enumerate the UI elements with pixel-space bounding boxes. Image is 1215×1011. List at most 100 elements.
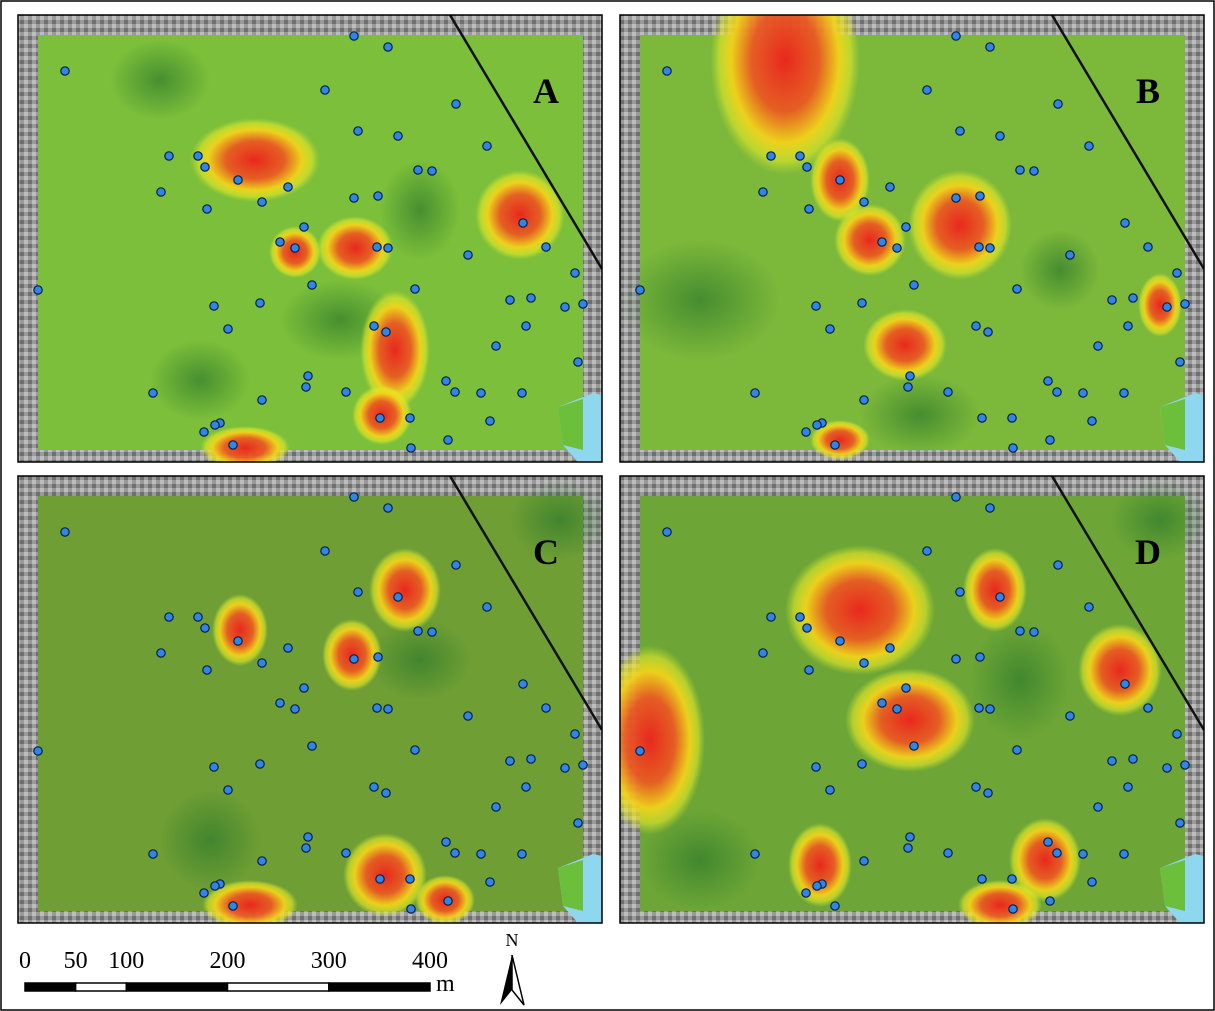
sample-point [492, 342, 500, 350]
sample-point [561, 303, 569, 311]
sample-point [952, 655, 960, 663]
sample-point [486, 417, 494, 425]
sample-point [342, 388, 350, 396]
sample-point [986, 244, 994, 252]
sample-point [986, 705, 994, 713]
sample-point [350, 493, 358, 501]
sample-point [1163, 764, 1171, 772]
sample-point [258, 857, 266, 865]
hotspot [343, 833, 427, 917]
sample-point [1181, 761, 1189, 769]
sample-point [805, 666, 813, 674]
sample-point [522, 783, 530, 791]
sample-point [1088, 878, 1096, 886]
sample-point [906, 372, 914, 380]
sample-point [464, 251, 472, 259]
sample-point [210, 302, 218, 310]
sample-point [571, 730, 579, 738]
sample-point [767, 613, 775, 621]
sample-point [342, 849, 350, 857]
sample-point [902, 684, 910, 692]
sample-point [978, 414, 986, 422]
low-zone [1020, 230, 1100, 310]
sample-point [321, 86, 329, 94]
sample-point [376, 414, 384, 422]
sample-point [1009, 444, 1017, 452]
sample-point [165, 613, 173, 621]
sample-point [956, 127, 964, 135]
sample-point [1079, 850, 1087, 858]
sample-point [1054, 100, 1062, 108]
sample-point [886, 183, 894, 191]
sample-point [304, 833, 312, 841]
sample-point [984, 328, 992, 336]
sample-point [561, 764, 569, 772]
sample-point [258, 198, 266, 206]
sample-point [256, 299, 264, 307]
sample-point [802, 889, 810, 897]
sample-point [234, 176, 242, 184]
sample-point [1124, 322, 1132, 330]
sample-point [300, 684, 308, 692]
sample-point [1094, 342, 1102, 350]
sample-point [350, 194, 358, 202]
sample-point [477, 389, 485, 397]
sample-point [321, 547, 329, 555]
sample-point [860, 857, 868, 865]
sample-point [1094, 803, 1102, 811]
sample-point [1013, 746, 1021, 754]
sample-point [803, 163, 811, 171]
sample-point [813, 882, 821, 890]
sample-point [1120, 389, 1128, 397]
sample-point [812, 302, 820, 310]
sample-point [803, 624, 811, 632]
sample-point [201, 624, 209, 632]
sample-point [1085, 142, 1093, 150]
sample-point [382, 328, 390, 336]
map-panel: B [620, 0, 1204, 462]
figure: ABCD 050100200300400m N [0, 0, 1215, 1011]
scale-label: 50 [64, 948, 88, 974]
scale-segment [25, 983, 76, 991]
sample-point [376, 875, 384, 883]
sample-point [394, 593, 402, 601]
sample-point [149, 850, 157, 858]
scale-segment [76, 983, 127, 991]
sample-point [1129, 755, 1137, 763]
sample-point [902, 223, 910, 231]
sample-point [444, 436, 452, 444]
sample-point [976, 653, 984, 661]
sample-point [428, 628, 436, 636]
sample-point [759, 188, 767, 196]
sample-point [519, 680, 527, 688]
sample-point [428, 167, 436, 175]
sample-point [258, 396, 266, 404]
sample-point [1108, 757, 1116, 765]
sample-point [194, 152, 202, 160]
sample-point [384, 43, 392, 51]
sample-point [234, 637, 242, 645]
sample-point [194, 613, 202, 621]
sample-point [34, 286, 42, 294]
sample-point [579, 300, 587, 308]
sample-point [1030, 628, 1038, 636]
sample-point [464, 712, 472, 720]
sample-point [893, 244, 901, 252]
hotspot [863, 309, 947, 381]
sample-point [886, 644, 894, 652]
hotspot [190, 118, 320, 202]
sample-point [574, 819, 582, 827]
sample-point [1053, 388, 1061, 396]
sample-point [542, 243, 550, 251]
sample-point [759, 649, 767, 657]
sample-point [201, 163, 209, 171]
sample-point [1044, 838, 1052, 846]
sample-point [1173, 269, 1181, 277]
sample-point [1079, 389, 1087, 397]
sample-point [157, 649, 165, 657]
sample-point [636, 747, 644, 755]
panel-label: C [533, 532, 559, 572]
sample-point [411, 285, 419, 293]
sample-point [1121, 680, 1129, 688]
